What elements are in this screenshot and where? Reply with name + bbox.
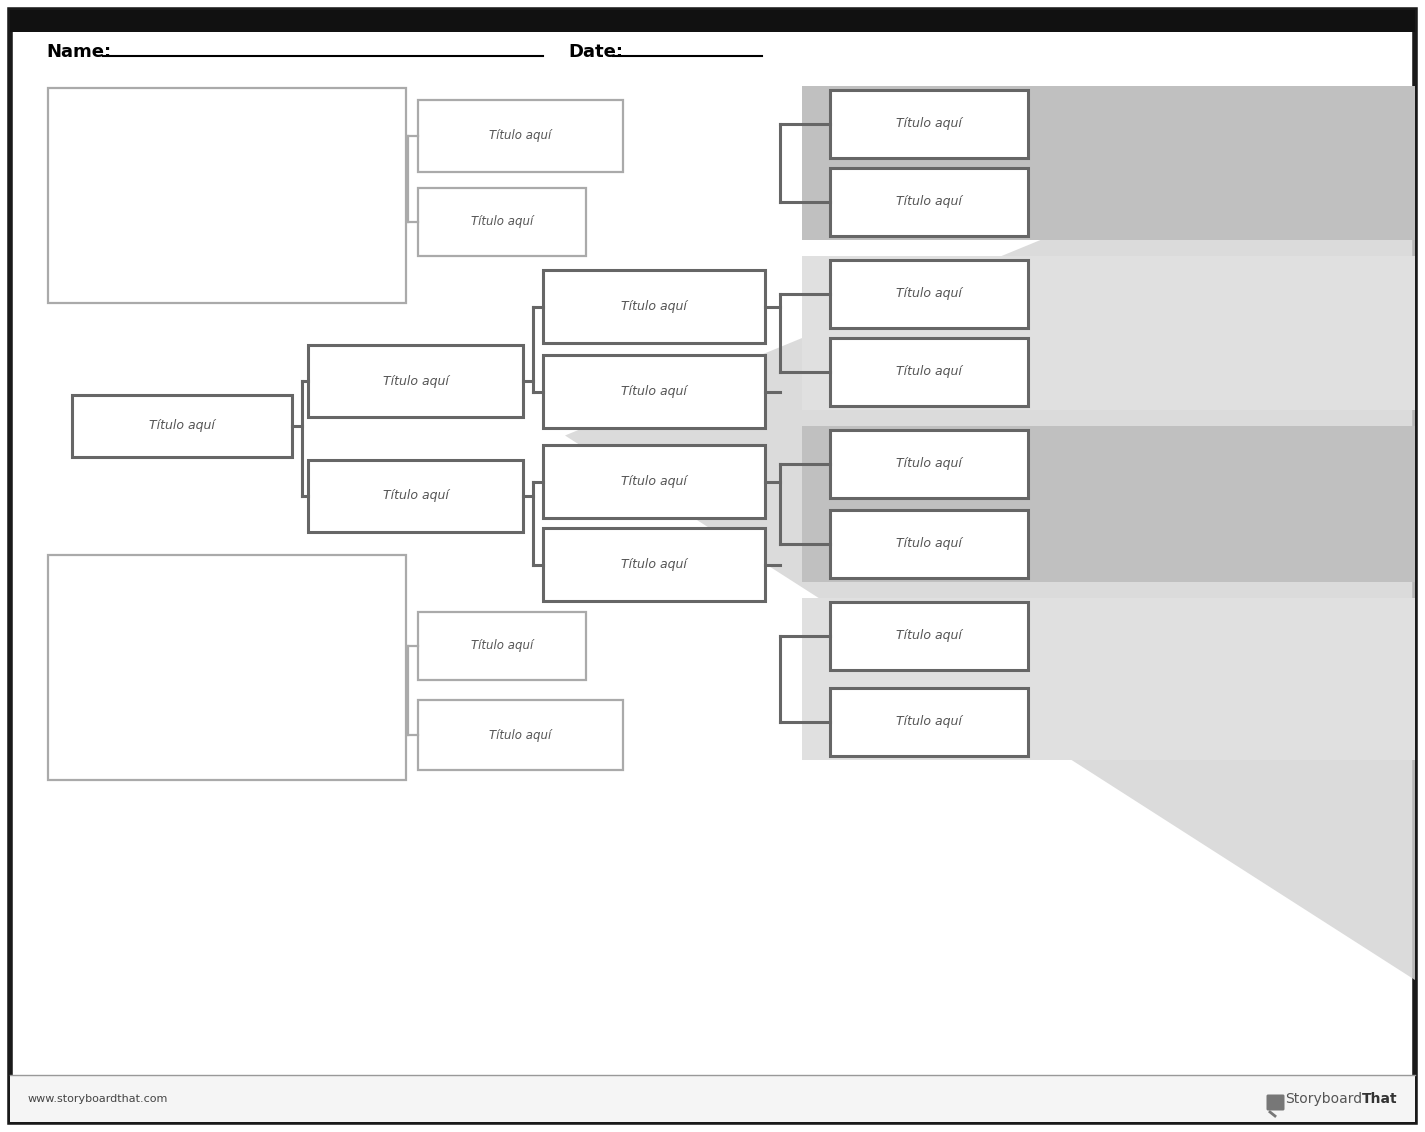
Text: Título aquí: Título aquí xyxy=(470,215,533,229)
Bar xyxy=(418,700,623,770)
Bar xyxy=(829,338,1027,406)
Text: Storyboard: Storyboard xyxy=(1285,1092,1362,1106)
Bar xyxy=(802,426,1415,582)
Bar xyxy=(829,91,1027,158)
Text: Título aquí: Título aquí xyxy=(896,715,962,729)
Text: Título aquí: Título aquí xyxy=(150,420,215,432)
Text: Título aquí: Título aquí xyxy=(621,300,687,314)
Text: That: That xyxy=(1362,1092,1398,1106)
Bar xyxy=(829,511,1027,578)
Text: Título aquí: Título aquí xyxy=(382,489,449,503)
Bar xyxy=(10,10,1415,32)
Text: Título aquí: Título aquí xyxy=(382,375,449,387)
Text: Título aquí: Título aquí xyxy=(896,366,962,378)
Text: Título aquí: Título aquí xyxy=(896,457,962,471)
Text: Título aquí: Título aquí xyxy=(621,558,687,571)
Text: Título aquí: Título aquí xyxy=(489,729,551,741)
Bar xyxy=(48,88,406,303)
FancyBboxPatch shape xyxy=(1267,1095,1284,1110)
Bar xyxy=(543,355,765,428)
Bar xyxy=(418,100,623,172)
Text: Título aquí: Título aquí xyxy=(896,629,962,643)
Bar xyxy=(543,445,765,518)
Text: Título aquí: Título aquí xyxy=(896,118,962,130)
Bar xyxy=(308,460,523,532)
Bar xyxy=(543,271,765,343)
Bar xyxy=(73,395,292,457)
Text: Título aquí: Título aquí xyxy=(896,196,962,208)
Text: Name:: Name: xyxy=(46,43,111,61)
Bar xyxy=(829,688,1027,756)
Text: www.storyboardthat.com: www.storyboardthat.com xyxy=(28,1094,168,1104)
Bar xyxy=(829,430,1027,498)
Text: Título aquí: Título aquí xyxy=(896,288,962,300)
Bar xyxy=(48,555,406,780)
Text: Título aquí: Título aquí xyxy=(621,475,687,488)
Bar xyxy=(829,260,1027,328)
Bar xyxy=(802,86,1415,240)
Text: Título aquí: Título aquí xyxy=(470,640,533,652)
Bar xyxy=(418,612,586,680)
Text: Título aquí: Título aquí xyxy=(896,538,962,550)
Bar xyxy=(418,188,586,256)
Polygon shape xyxy=(564,86,1415,980)
Bar xyxy=(829,168,1027,235)
Bar xyxy=(802,598,1415,760)
Bar xyxy=(829,602,1027,670)
Bar xyxy=(802,256,1415,410)
Bar xyxy=(308,345,523,417)
Text: Date:: Date: xyxy=(569,43,623,61)
Bar xyxy=(543,528,765,601)
Text: Título aquí: Título aquí xyxy=(489,129,551,143)
Text: Título aquí: Título aquí xyxy=(621,385,687,398)
Bar xyxy=(10,1075,1415,1122)
